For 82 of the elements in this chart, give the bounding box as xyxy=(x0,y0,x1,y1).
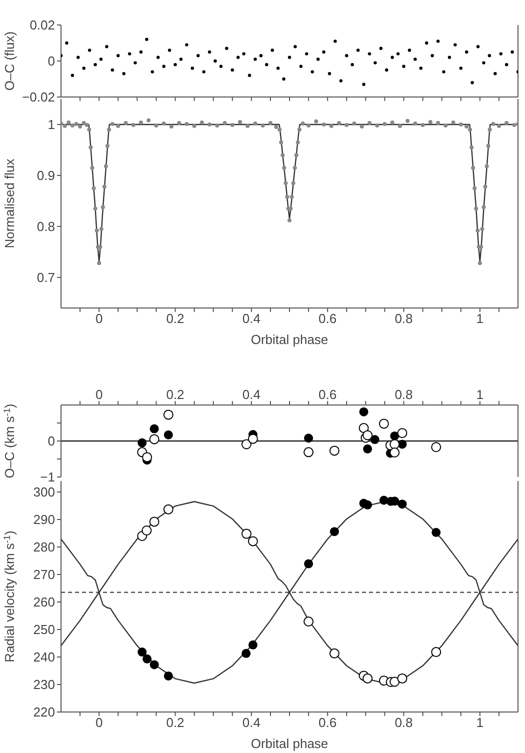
point xyxy=(164,671,173,680)
point xyxy=(431,442,442,452)
point xyxy=(363,500,372,510)
x-tick-label: 0.8 xyxy=(394,311,413,326)
y-tick-label: 0.7 xyxy=(36,270,55,286)
point xyxy=(398,500,407,509)
y-tick-label: 290 xyxy=(33,512,55,528)
point xyxy=(329,648,340,658)
y-tick-label: 220 xyxy=(33,704,55,720)
point xyxy=(390,439,400,450)
point xyxy=(142,654,152,664)
y-axis-title: O–C (flux) xyxy=(2,31,17,91)
point xyxy=(431,647,442,658)
point xyxy=(397,673,408,684)
x-tick-label: 1 xyxy=(476,311,484,326)
point xyxy=(149,516,160,527)
point xyxy=(248,536,258,546)
y-tick-label: 0 xyxy=(48,434,55,449)
y-tick-label: 280 xyxy=(33,540,55,555)
x-tick-label: 0.6 xyxy=(318,311,337,326)
x-axis-title: Orbital phase xyxy=(250,332,328,347)
y-tick-label: 240 xyxy=(33,650,55,665)
point xyxy=(378,418,389,429)
point xyxy=(163,410,174,420)
y-tick-label: 300 xyxy=(33,484,55,500)
point xyxy=(390,676,400,687)
point xyxy=(362,430,373,440)
point xyxy=(163,504,174,514)
x-tick-label: 0.6 xyxy=(318,715,337,730)
y-tick-label: −0.02 xyxy=(22,90,55,105)
point xyxy=(304,447,314,458)
point xyxy=(304,559,314,568)
point xyxy=(138,648,147,657)
x-tick-label: 0 xyxy=(95,387,103,402)
point xyxy=(304,434,314,443)
y-tick-label: 0.9 xyxy=(36,168,55,184)
point xyxy=(150,660,159,670)
y-tick-label: 230 xyxy=(33,677,55,692)
x-axis-title: Orbital phase xyxy=(250,736,328,751)
point xyxy=(142,526,152,536)
y-tick-label: 0 xyxy=(48,54,55,69)
x-tick-label: 0.6 xyxy=(318,387,337,402)
point xyxy=(241,439,252,450)
point xyxy=(248,434,258,444)
point xyxy=(164,430,173,440)
point xyxy=(390,448,400,458)
point xyxy=(304,616,314,627)
y-tick-label: 1 xyxy=(48,117,55,132)
point xyxy=(432,528,441,537)
point xyxy=(142,452,152,462)
x-tick-label: 1 xyxy=(476,387,484,402)
x-tick-label: 0.4 xyxy=(242,311,260,326)
x-tick-label: 0.2 xyxy=(166,387,184,402)
y-tick-label: 270 xyxy=(33,567,55,582)
x-tick-label: 0 xyxy=(95,715,103,730)
y-tick-label: 260 xyxy=(33,594,55,610)
x-tick-label: 0.2 xyxy=(166,715,184,730)
point xyxy=(397,428,408,438)
point xyxy=(359,407,368,416)
point xyxy=(138,438,147,448)
point xyxy=(370,435,380,444)
point xyxy=(330,527,339,536)
point xyxy=(248,640,258,650)
point xyxy=(149,434,160,444)
x-tick-label: 1 xyxy=(476,715,484,730)
point xyxy=(363,444,372,454)
x-tick-label: 0 xyxy=(95,311,103,326)
point xyxy=(150,424,159,434)
x-tick-label: 0.4 xyxy=(242,715,260,730)
x-tick-label: 0.8 xyxy=(394,387,413,402)
y-tick-label: −1 xyxy=(40,470,55,485)
x-tick-label: 0.8 xyxy=(394,715,413,730)
point xyxy=(242,648,251,658)
point xyxy=(362,673,373,684)
x-tick-label: 0.2 xyxy=(166,311,184,326)
y-tick-label: 0.02 xyxy=(30,18,55,33)
point xyxy=(329,446,340,456)
y-tick-label: 250 xyxy=(33,622,55,638)
y-axis-title: Normalised flux xyxy=(2,158,17,248)
x-tick-label: 0.4 xyxy=(242,387,260,402)
y-tick-label: 0.8 xyxy=(36,219,55,234)
point xyxy=(241,528,252,539)
